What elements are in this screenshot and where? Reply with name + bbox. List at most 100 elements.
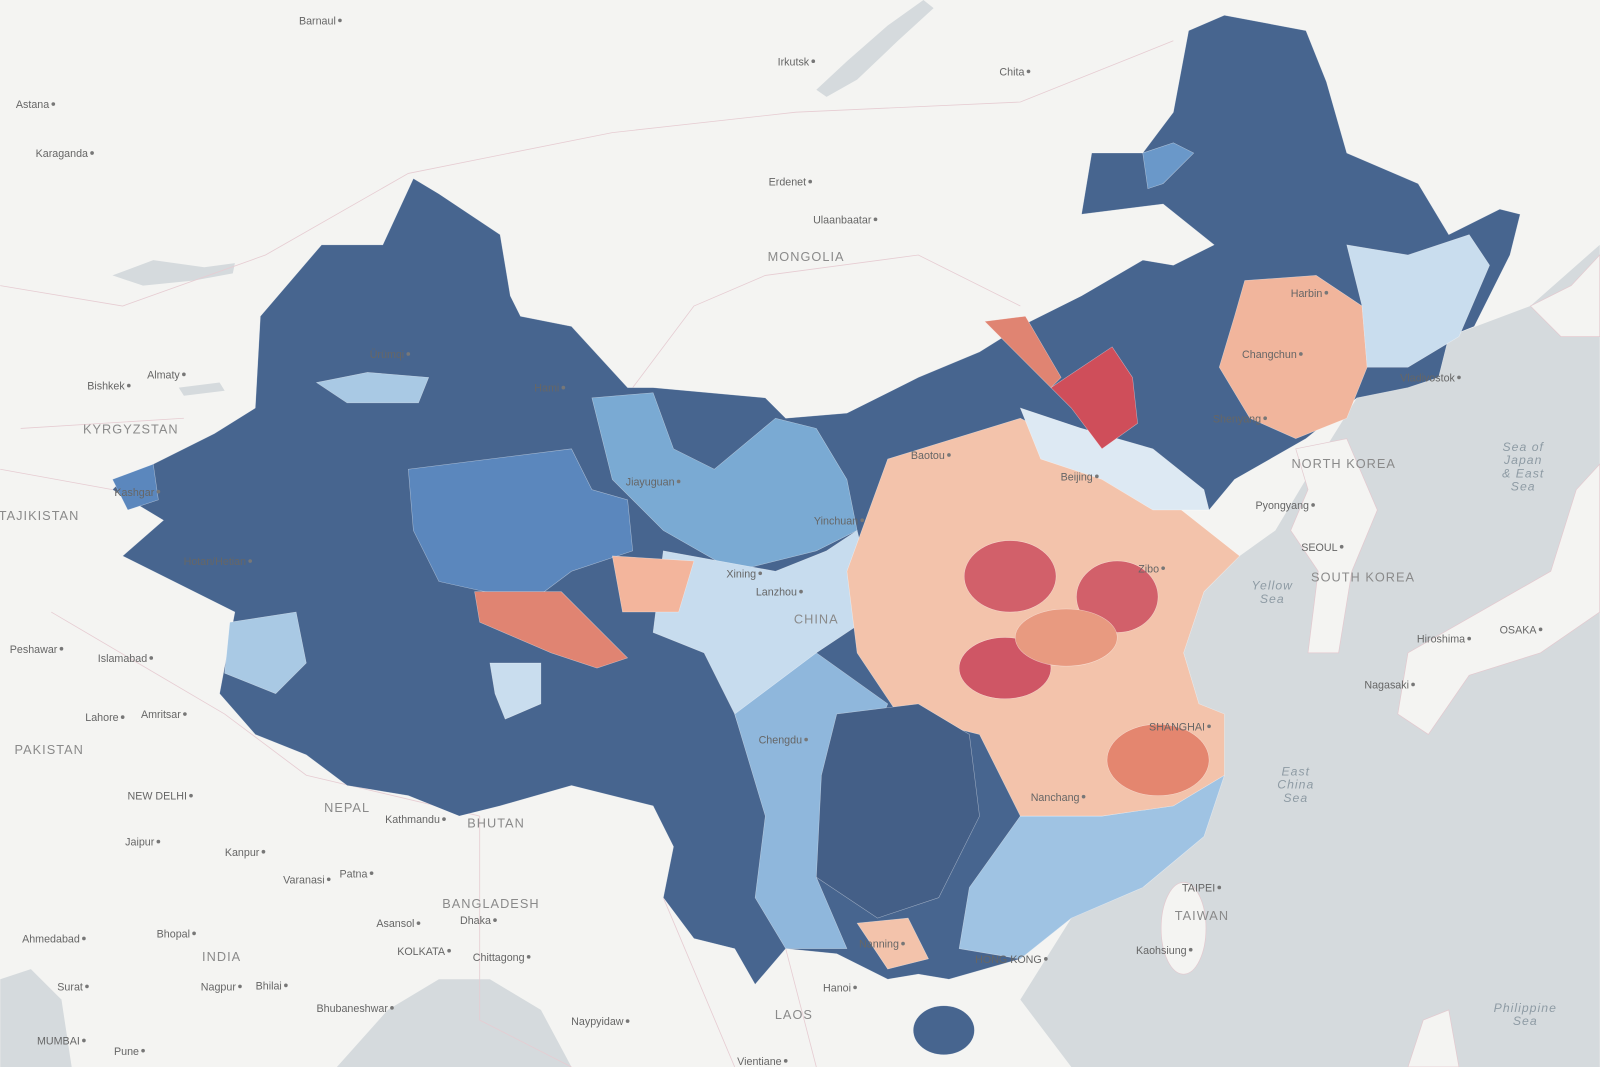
border	[632, 254, 1021, 388]
city-label: Changchun	[1242, 349, 1297, 361]
city-dot	[82, 936, 86, 941]
city-label: Hanoi	[823, 983, 851, 995]
bay-of-bengal	[336, 979, 572, 1067]
city-dot	[1467, 636, 1472, 641]
city-dot	[1411, 682, 1415, 687]
country-label: BHUTAN	[467, 815, 525, 830]
city-label: Vladivostok	[1400, 373, 1455, 385]
city-dot	[90, 151, 94, 155]
region-northeast-pale	[1346, 234, 1490, 368]
region-south-peach	[856, 917, 929, 970]
city-dot	[526, 954, 531, 959]
city-dot	[783, 1059, 788, 1063]
city-dot	[901, 941, 905, 946]
city-dot	[873, 217, 878, 222]
city-dot	[799, 589, 803, 594]
city-label: Nagasaki	[1364, 680, 1409, 692]
city-dot	[390, 1005, 394, 1010]
city-label: Chita	[999, 66, 1024, 78]
country-label: TAIWAN	[1175, 908, 1229, 923]
region-sichuan-dark	[816, 703, 980, 919]
borders	[0, 40, 1174, 1067]
city-label: HONG KONG	[975, 954, 1042, 966]
country-label: TAJIKISTAN	[0, 508, 79, 523]
city-label: MUMBAI	[37, 1036, 80, 1048]
region-qinghai-peach	[611, 555, 695, 613]
city-label: Lahore	[85, 712, 118, 724]
city-dot	[82, 1038, 86, 1043]
city-label: Hotan/Hetian	[184, 556, 247, 568]
city-label: Surat	[57, 981, 83, 993]
city-label: Astana	[16, 99, 49, 111]
city-label: Ahmedabad	[22, 934, 80, 946]
region-red	[963, 540, 1057, 613]
city-label: NEW DELHI	[127, 791, 186, 803]
city-label: Harbin	[1291, 288, 1323, 300]
city-dot	[860, 518, 865, 523]
city-dot	[192, 931, 196, 936]
city-dot	[261, 849, 266, 854]
city-label: Xining	[726, 568, 756, 580]
sea-label: Sea	[1260, 592, 1285, 606]
country-label: INDIA	[202, 949, 241, 964]
country-label: KYRGYZSTAN	[83, 422, 179, 437]
city-label: Hami	[534, 383, 559, 395]
city-dot	[493, 918, 497, 922]
city-label: Peshawar	[10, 644, 58, 656]
city-dot	[625, 1019, 630, 1023]
city-label: Jiayuguan	[626, 477, 675, 489]
city-label: Asansol	[376, 918, 414, 930]
city-label: Kaohsiung	[1136, 945, 1187, 957]
city-dot	[141, 1048, 145, 1053]
city-dot	[1188, 947, 1193, 952]
city-dot	[406, 352, 411, 356]
city-dot	[808, 179, 813, 184]
sea-label: Sea	[1513, 1014, 1538, 1028]
sea-label: Philippine	[1494, 1001, 1557, 1015]
region-salmon	[1014, 608, 1118, 667]
country-label: NEPAL	[324, 800, 370, 815]
city-dot	[85, 984, 89, 989]
border	[0, 417, 817, 1067]
city-dot	[1095, 474, 1099, 479]
sea-label: Sea	[1511, 480, 1536, 494]
city-dot	[1263, 416, 1267, 421]
city-label: Ulaanbaatar	[813, 214, 872, 226]
city-label: Lanzhou	[756, 587, 797, 599]
city-dot	[811, 59, 816, 64]
city-dot	[442, 817, 446, 821]
taiwan	[1160, 882, 1207, 975]
region-northeast-blue	[1142, 142, 1195, 190]
city-label: Erdenet	[769, 177, 807, 189]
city-label: OSAKA	[1500, 624, 1538, 636]
region-mid-blue	[408, 448, 633, 603]
city-label: Vientiane	[737, 1056, 781, 1067]
country-label: BANGLADESH	[442, 896, 539, 911]
region-xinjiang-blue	[112, 463, 159, 511]
city-label: Pune	[114, 1046, 139, 1058]
city-dot	[1538, 627, 1543, 632]
city-label: TAIPEI	[1182, 883, 1215, 895]
city-label: SHANGHAI	[1149, 721, 1205, 733]
city-label: Irkutsk	[778, 56, 810, 68]
city-dot	[1457, 375, 1461, 380]
city-label: Bhopal	[157, 928, 190, 940]
arabian-sea	[0, 969, 72, 1067]
city-dot	[1081, 794, 1086, 799]
city-dot	[51, 102, 56, 106]
city-label: Nanning	[859, 939, 899, 951]
city-dot	[248, 559, 253, 563]
region-light-blue	[591, 392, 858, 572]
city-dot	[1217, 885, 1222, 890]
city-dot	[338, 18, 342, 23]
city-dot	[183, 712, 187, 716]
country-label: CHINA	[794, 611, 839, 626]
region-xinjiang-pale	[315, 372, 430, 404]
city-label: Bhilai	[256, 980, 282, 992]
country-label: MONGOLIA	[768, 249, 845, 264]
city-dot	[1324, 290, 1329, 295]
region-xinjiang-pale	[224, 611, 307, 694]
city-label: Yinchuan	[814, 515, 858, 527]
sea-label: Japan	[1503, 453, 1542, 467]
city-label: Ürümqi	[370, 349, 405, 361]
